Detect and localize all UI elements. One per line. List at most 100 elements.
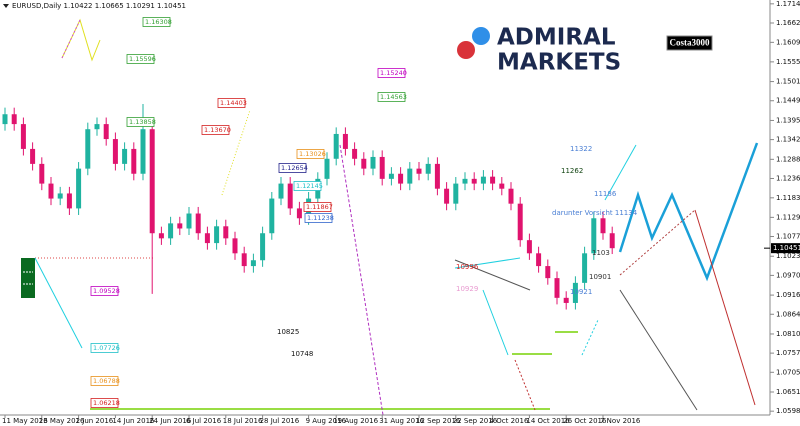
candle-body: [296, 208, 302, 219]
x-tick-label: 26 Oct 2016: [563, 417, 607, 425]
wave-note: 10825: [277, 328, 299, 336]
level-label: 1.11867: [306, 203, 333, 211]
wave-note: 11262: [561, 167, 583, 175]
logo-text: ADMIRAL: [497, 25, 616, 51]
wave-line: [454, 257, 521, 269]
level-box: [377, 92, 406, 102]
candle-body: [20, 124, 26, 149]
candle-body: [112, 139, 118, 164]
last-price: 1.10451: [773, 244, 800, 252]
candle-body: [241, 253, 247, 267]
x-tick-label: 22 Sep 2016: [453, 417, 498, 425]
candle-body: [232, 238, 238, 254]
level-box: [304, 213, 333, 223]
level-label: 1.13858: [129, 118, 156, 126]
candle-body: [361, 158, 367, 169]
wave-line: [454, 259, 531, 291]
candle-body: [85, 129, 91, 169]
level-box: [201, 125, 230, 135]
candle-body: [499, 183, 505, 189]
candle-body: [471, 178, 477, 184]
candle-body: [572, 282, 578, 303]
wave-note: 11186: [594, 190, 617, 198]
candle-body: [214, 226, 220, 244]
x-tick-label: 2 Jun 2016: [76, 417, 114, 425]
logo-text: MARKETS: [497, 50, 621, 76]
candle-body: [407, 168, 413, 184]
candle-body: [48, 183, 54, 199]
candle-body: [11, 114, 17, 125]
level-box: [126, 117, 155, 127]
candle-body: [131, 148, 137, 174]
wave-note: 1103: [592, 249, 610, 257]
trend-line: [34, 257, 83, 349]
candle-body: [609, 233, 615, 249]
x-tick-label: 24 Jun 2016: [149, 417, 192, 425]
candle-body: [480, 176, 486, 184]
projection: [619, 209, 696, 276]
x-tick-label: 4 Oct 2016: [490, 417, 529, 425]
level-box: [142, 17, 171, 27]
x-tick-label: 7 Nov 2016: [600, 417, 641, 425]
candle-body: [582, 253, 588, 283]
wave-note: 10929: [456, 285, 478, 293]
level-box: [126, 54, 155, 64]
x-tick-label: 28 Jul 2016: [260, 417, 300, 425]
level-box: [377, 68, 406, 78]
projection: [619, 289, 698, 411]
candle-body: [177, 223, 183, 229]
candle-body: [563, 297, 569, 303]
candle-body: [333, 133, 339, 159]
candle-body: [168, 223, 174, 239]
y-tick-label: 1.17145: [776, 0, 800, 8]
level-label: 1.15240: [380, 69, 407, 77]
candle-body: [591, 218, 597, 254]
candle-body: [370, 156, 376, 169]
menu-arrow[interactable]: [3, 4, 9, 8]
y-tick-label: 1.05985: [776, 407, 800, 415]
level-box: [278, 163, 307, 173]
wave-note: 10901: [589, 273, 611, 281]
x-tick-label: 14 Oct 2016: [526, 417, 570, 425]
wave-line: [604, 144, 637, 201]
wave-line: [339, 144, 384, 416]
candle-body: [39, 163, 45, 184]
y-tick-label: 1.09705: [776, 271, 800, 279]
level-label: 1.14563: [380, 93, 407, 101]
candle-body: [223, 226, 229, 239]
drawings: [21, 18, 759, 416]
candle-body: [526, 240, 532, 254]
candle-body: [269, 198, 275, 234]
candle-body: [324, 158, 330, 179]
wave-line: [581, 319, 599, 356]
level-label: 1.07726: [93, 344, 120, 352]
candle-body: [434, 163, 440, 189]
candle-body: [536, 253, 542, 267]
chart-title: EURUSD,Daily 1.10422 1.10665 1.10291 1.1…: [12, 2, 186, 10]
y-tick-label: 1.09165: [776, 291, 800, 299]
candle-body: [204, 233, 210, 244]
price-box: [771, 243, 800, 254]
tag-text: Costa3000: [670, 38, 710, 48]
tag-box: [666, 35, 713, 51]
candle-body: [287, 183, 293, 209]
level-label: 1.15596: [129, 55, 156, 63]
candle-body: [186, 213, 192, 229]
level-label: 1.13026: [299, 150, 326, 158]
wave-line: [514, 359, 536, 411]
level-box: [217, 98, 246, 108]
level-label: 1.06218: [93, 399, 120, 407]
candle-body: [554, 278, 560, 298]
candle-body: [342, 133, 348, 149]
wave-note: 10921: [570, 288, 592, 296]
level-box: [90, 343, 119, 353]
candle-body: [278, 183, 284, 199]
candle-body: [453, 183, 459, 204]
y-tick-label: 1.16620: [776, 19, 800, 27]
candle-body: [158, 233, 164, 239]
candle-body: [517, 203, 523, 241]
candle-body: [260, 233, 266, 261]
y-tick-label: 1.11295: [776, 213, 800, 221]
y-tick-label: 1.11830: [776, 194, 800, 202]
level-label: 1.14403: [220, 99, 247, 107]
